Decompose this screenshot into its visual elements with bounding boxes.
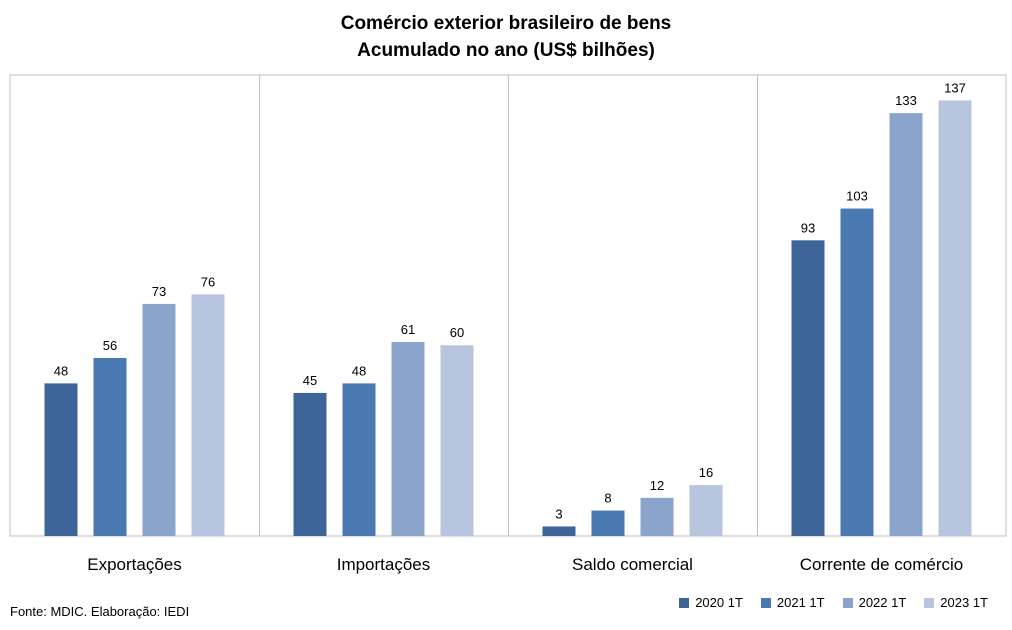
data-label: 133 xyxy=(895,93,917,108)
bar xyxy=(391,342,425,536)
category-label: Importações xyxy=(337,555,431,574)
data-label: 60 xyxy=(450,325,464,340)
legend-label: 2020 1T xyxy=(695,595,743,610)
data-label: 12 xyxy=(650,478,664,493)
bar xyxy=(689,485,723,536)
bar xyxy=(440,345,474,536)
bar xyxy=(938,100,972,537)
bar xyxy=(542,526,576,536)
data-label: 103 xyxy=(846,189,868,204)
legend-item: 2023 1T xyxy=(924,595,988,610)
bar xyxy=(840,208,874,536)
legend-swatch xyxy=(924,597,935,608)
bar xyxy=(93,357,127,536)
legend-item: 2022 1T xyxy=(842,595,907,610)
data-label: 8 xyxy=(604,491,611,506)
legend-label: 2023 1T xyxy=(940,595,988,610)
legend-swatch xyxy=(679,597,690,608)
bar xyxy=(293,392,327,536)
data-label: 73 xyxy=(152,284,166,299)
category-label: Exportações xyxy=(87,555,182,574)
legend: 2020 1T 2021 1T 2022 1T 2023 1T xyxy=(679,595,988,610)
legend-swatch xyxy=(842,597,853,608)
data-label: 3 xyxy=(555,506,562,521)
data-label: 48 xyxy=(352,363,366,378)
bar xyxy=(342,383,376,536)
chart-title: Comércio exterior brasileiro de bens xyxy=(340,13,672,34)
data-label: 48 xyxy=(54,363,68,378)
data-label: 76 xyxy=(201,274,215,289)
data-label: 56 xyxy=(103,338,117,353)
bar xyxy=(791,240,825,536)
data-label: 45 xyxy=(303,373,317,388)
bar xyxy=(142,303,176,536)
legend-item: 2020 1T xyxy=(679,595,743,610)
source-note: Fonte: MDIC. Elaboração: IEDI xyxy=(10,604,190,619)
bar xyxy=(889,113,923,536)
data-label: 93 xyxy=(801,220,815,235)
legend-item: 2021 1T xyxy=(760,595,825,610)
legend-label: 2021 1T xyxy=(776,595,825,610)
data-label: 61 xyxy=(401,322,415,337)
chart-subtitle: Acumulado no ano (US$ bilhões) xyxy=(357,40,655,61)
bar xyxy=(640,497,674,536)
data-label: 137 xyxy=(944,80,966,95)
bar xyxy=(191,294,225,536)
bar xyxy=(591,510,625,536)
category-label: Corrente de comércio xyxy=(800,555,963,574)
legend-label: 2022 1T xyxy=(858,595,907,610)
legend-swatch xyxy=(760,597,771,608)
bar xyxy=(44,383,78,536)
data-label: 16 xyxy=(699,465,713,480)
chart-title-block: Comércio exterior brasileiro de bens Acu… xyxy=(0,10,1012,64)
category-label: Saldo comercial xyxy=(572,555,693,574)
